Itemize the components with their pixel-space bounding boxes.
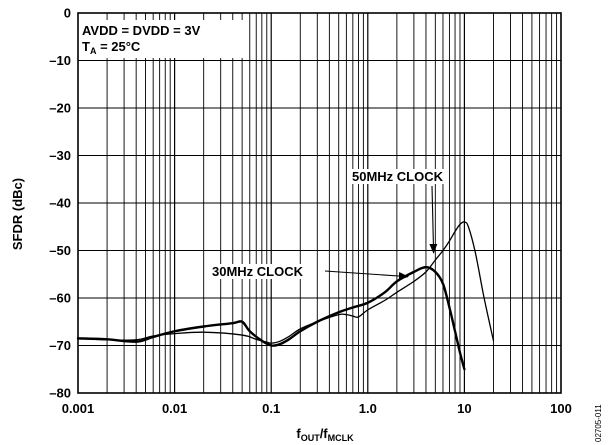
x-tick-labels: 0.001 0.01 0.1 1.0 10 100 xyxy=(62,401,572,416)
x-tick-label: 0.001 xyxy=(62,401,95,416)
x-tick-label: 100 xyxy=(550,401,572,416)
annotation-arrow xyxy=(324,270,409,281)
y-tick-labels: 0 –10 –20 –30 –40 –50 –60 –70 –80 xyxy=(49,6,71,401)
x-tick-label: 0.1 xyxy=(262,401,280,416)
plot-frame xyxy=(77,12,562,394)
annotation-background xyxy=(210,264,309,279)
x-axis-title-sub-mclk: MCLK xyxy=(328,433,354,443)
y-tick-label: 0 xyxy=(64,6,71,21)
series-line-30mhz xyxy=(76,265,466,371)
conditions-box: AVDD = DVDD = 3V TA = 25°C xyxy=(79,20,249,58)
y-axis-title: SFDR (dBc) xyxy=(10,178,25,250)
figure-code: 02705-011 xyxy=(594,404,603,442)
y-tick-label: –80 xyxy=(49,386,71,401)
annotation-label: 30MHz CLOCK xyxy=(212,264,304,279)
y-tick-label: –40 xyxy=(49,196,71,211)
y-tick-label: –20 xyxy=(49,101,71,116)
y-tick-label: –30 xyxy=(49,148,71,163)
annotations: 50MHz CLOCK 30MHz CLOCK xyxy=(210,169,449,281)
series-layer xyxy=(76,221,495,371)
x-axis-title-f: f xyxy=(296,426,301,441)
conditions-line-2: TA = 25°C xyxy=(82,39,141,56)
x-tick-label: 0.01 xyxy=(162,401,187,416)
y-tick-label: –70 xyxy=(49,338,71,353)
conditions-rest: = 25°C xyxy=(96,39,140,54)
conditions-line-1: AVDD = DVDD = 3V xyxy=(82,23,201,38)
conditions-t-sub: A xyxy=(90,46,97,56)
x-tick-label: 10 xyxy=(457,401,471,416)
x-axis-title: fOUT/fMCLK xyxy=(296,426,354,443)
series-line-50mhz xyxy=(77,221,495,344)
x-axis-title-sub-out: OUT xyxy=(301,433,321,443)
x-tick-label: 1.0 xyxy=(359,401,377,416)
conditions-background xyxy=(79,20,249,58)
annotation-label: 50MHz CLOCK xyxy=(352,169,444,184)
y-tick-label: –50 xyxy=(49,243,71,258)
y-tick-label: –60 xyxy=(49,291,71,306)
annotation-background xyxy=(350,169,449,184)
annotation-arrow xyxy=(429,185,438,254)
conditions-t: T xyxy=(82,39,90,54)
y-tick-label: –10 xyxy=(49,53,71,68)
x-axis-title-slash: /f xyxy=(320,426,329,441)
